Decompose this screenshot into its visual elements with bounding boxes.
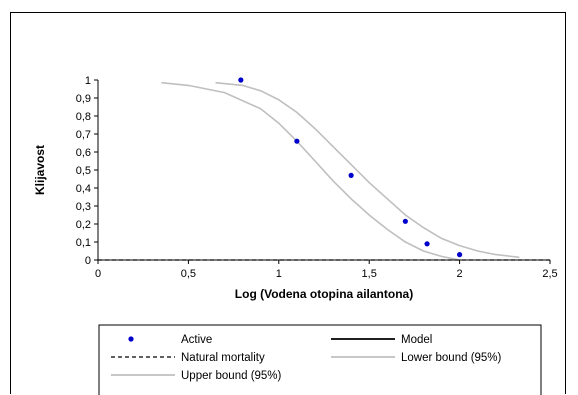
x-axis-title: Log (Vodena otopina ailantona) (235, 287, 413, 301)
data-point (424, 241, 430, 247)
legend-label: Upper bound (95%) (181, 370, 282, 382)
y-tick-label: 0,7 (76, 129, 91, 141)
x-tick-label: 1 (276, 268, 282, 280)
data-point (238, 77, 244, 83)
legend-label: Lower bound (95%) (401, 352, 502, 364)
axes: 0 0,1 0,2 0,3 0,4 0,5 0,6 0,7 0,8 0,9 1 0 0,5 1 1,5 2 2,… (76, 75, 558, 280)
y-tick-label: 0,6 (76, 147, 91, 159)
y-tick-label: 0,8 (76, 111, 91, 123)
y-tick-label: 0,9 (76, 93, 91, 105)
plot-lines (98, 81, 550, 261)
data-point (348, 172, 354, 178)
y-tick-label: 0,1 (76, 237, 91, 249)
chart-area: 0 0,1 0,2 0,3 0,4 0,5 0,6 0,7 0,8 0,9 1 0 0,5 1 1,5 2 2,… (10, 12, 566, 395)
data-point (457, 252, 463, 258)
legend-label: Natural mortality (181, 352, 265, 364)
chart-svg: 0 0,1 0,2 0,3 0,4 0,5 0,6 0,7 0,8 0,9 1 0 0,5 1 1,5 2 2,… (33, 75, 558, 395)
y-tick-label: 0,2 (76, 219, 91, 231)
data-point (294, 138, 300, 144)
y-tick-label: 0 (85, 255, 91, 267)
x-tick-label: 2 (457, 268, 463, 280)
legend-label: Model (401, 334, 432, 346)
y-tick-label: 1 (85, 75, 91, 87)
data-point (402, 218, 408, 224)
series-line-3 (161, 81, 460, 261)
legend: Active Model Natural mortality Lower bound … (98, 324, 542, 395)
y-axis-title: Klijavost (33, 145, 47, 195)
legend-label: Active (181, 334, 212, 346)
x-tick-label: 0,5 (181, 268, 196, 280)
legend-box (98, 324, 542, 395)
data-points (238, 77, 463, 258)
x-tick-label: 0 (95, 268, 101, 280)
x-tick-label: 2,5 (542, 268, 557, 280)
legend-marker-point (128, 336, 134, 342)
y-tick-label: 0,5 (76, 165, 91, 177)
y-tick-label: 0,3 (76, 201, 91, 213)
y-tick-label: 0,4 (76, 183, 91, 195)
x-tick-label: 1,5 (362, 268, 377, 280)
series-line-4 (215, 81, 520, 259)
